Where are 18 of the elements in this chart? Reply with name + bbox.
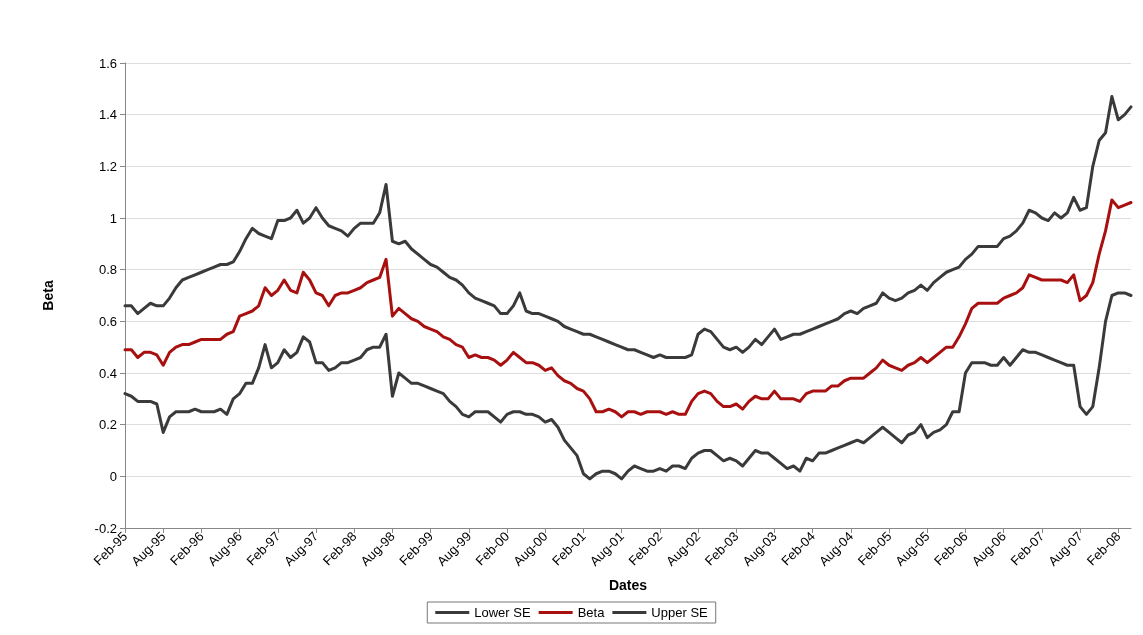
- line-series: [123, 198, 1133, 419]
- y-tick-label: 0.8: [98, 262, 117, 278]
- x-axis-title: Dates: [608, 577, 648, 593]
- line-series: [123, 291, 1133, 481]
- y-tick-label: 0.6: [98, 313, 117, 329]
- line-series: [123, 95, 1133, 359]
- y-axis-title: Beta: [40, 280, 56, 311]
- legend-label: Upper SE: [651, 605, 709, 620]
- y-tick-label: 1.2: [98, 158, 117, 174]
- y-tick-label: 1.6: [98, 55, 117, 71]
- y-tick-label: 1: [109, 210, 117, 226]
- y-tick-label: 0.2: [98, 417, 117, 433]
- y-tick-label: 0.4: [98, 365, 117, 381]
- legend-label: Lower SE: [474, 605, 531, 620]
- legend-label: Beta: [577, 605, 606, 620]
- y-tick-label: 1.4: [98, 107, 117, 123]
- y-tick-label: -0.2: [94, 520, 117, 536]
- y-tick-label: 0: [109, 468, 117, 484]
